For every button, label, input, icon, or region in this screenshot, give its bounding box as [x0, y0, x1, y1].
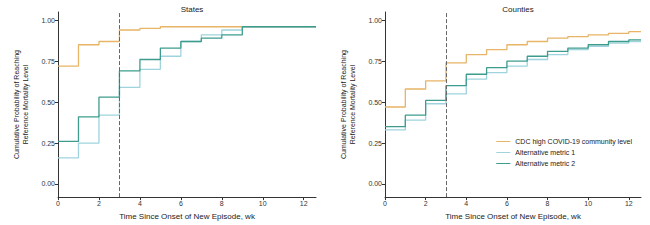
svg-text:Reference Mortality Level: Reference Mortality Level	[349, 64, 357, 144]
svg-text:Time Since Onset of New Episod: Time Since Onset of New Episode, wk	[445, 212, 582, 221]
svg-text:0.75: 0.75	[368, 58, 382, 65]
svg-text:10: 10	[584, 200, 592, 207]
svg-text:0: 0	[383, 200, 387, 207]
svg-text:6: 6	[179, 200, 183, 207]
svg-text:Reference Mortality Level: Reference Mortality Level	[22, 64, 30, 144]
svg-text:0: 0	[56, 200, 60, 207]
svg-text:1.00: 1.00	[41, 17, 55, 24]
svg-text:1.00: 1.00	[368, 17, 382, 24]
svg-text:0.50: 0.50	[41, 99, 55, 106]
svg-text:Alternative metric 1: Alternative metric 1	[515, 149, 575, 156]
svg-text:12: 12	[625, 200, 633, 207]
svg-text:0.25: 0.25	[41, 140, 55, 147]
svg-text:0.00: 0.00	[41, 180, 55, 187]
svg-text:Cumulative Probability of Reac: Cumulative Probability of Reaching	[340, 50, 348, 159]
svg-text:Time Since Onset of New Episod: Time Since Onset of New Episode, wk	[119, 212, 256, 221]
svg-text:4: 4	[464, 200, 468, 207]
svg-text:CDC high COVID-19 community le: CDC high COVID-19 community level	[515, 138, 632, 146]
svg-text:0.75: 0.75	[41, 58, 55, 65]
svg-text:States: States	[181, 5, 204, 14]
svg-text:Counties: Counties	[502, 5, 534, 14]
svg-text:Alternative metric 2: Alternative metric 2	[515, 160, 575, 167]
svg-text:10: 10	[259, 200, 267, 207]
svg-text:6: 6	[505, 200, 509, 207]
svg-text:0.00: 0.00	[368, 180, 382, 187]
svg-text:2: 2	[424, 200, 428, 207]
svg-text:8: 8	[546, 200, 550, 207]
svg-text:4: 4	[138, 200, 142, 207]
svg-text:0.50: 0.50	[368, 99, 382, 106]
svg-text:0.25: 0.25	[368, 140, 382, 147]
svg-text:Cumulative Probability of Reac: Cumulative Probability of Reaching	[13, 50, 21, 159]
svg-text:2: 2	[97, 200, 101, 207]
svg-text:8: 8	[220, 200, 224, 207]
svg-text:12: 12	[300, 200, 308, 207]
